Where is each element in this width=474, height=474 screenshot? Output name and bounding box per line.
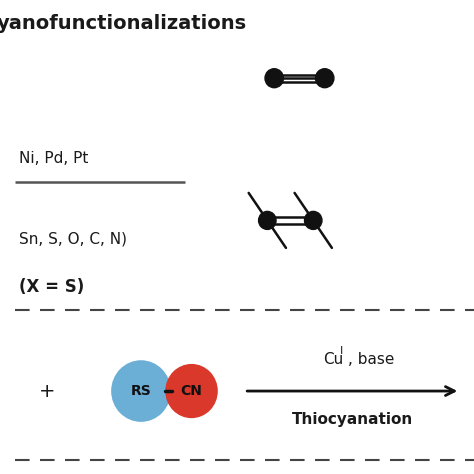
Text: Sn, S, O, C, N): Sn, S, O, C, N) xyxy=(19,232,128,247)
Text: +: + xyxy=(38,382,55,401)
Circle shape xyxy=(259,211,276,229)
Circle shape xyxy=(265,69,283,88)
Text: CN: CN xyxy=(181,384,202,398)
Text: Thiocyanation: Thiocyanation xyxy=(292,412,413,427)
Circle shape xyxy=(304,211,322,229)
Text: Ni, Pd, Pt: Ni, Pd, Pt xyxy=(19,151,89,166)
Text: yanofunctionalizations: yanofunctionalizations xyxy=(0,14,246,33)
Circle shape xyxy=(111,360,171,422)
Text: RS: RS xyxy=(131,384,151,398)
Text: Cu: Cu xyxy=(323,352,343,367)
Text: (X = S): (X = S) xyxy=(19,278,84,296)
Text: I: I xyxy=(340,346,343,356)
Circle shape xyxy=(316,69,334,88)
Text: , base: , base xyxy=(348,352,394,367)
Circle shape xyxy=(165,364,218,418)
